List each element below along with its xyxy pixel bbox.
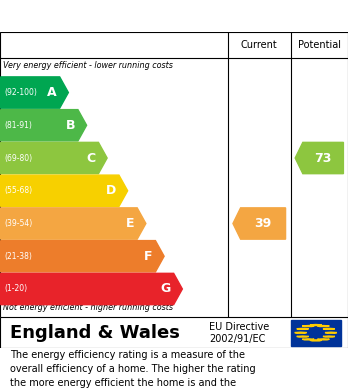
Polygon shape <box>233 208 286 239</box>
Text: (1-20): (1-20) <box>4 285 27 294</box>
Text: EU Directive
2002/91/EC: EU Directive 2002/91/EC <box>209 322 269 344</box>
Polygon shape <box>1 142 107 174</box>
Text: (55-68): (55-68) <box>4 186 32 195</box>
Bar <box>291 320 341 346</box>
Text: The energy efficiency rating is a measure of the
overall efficiency of a home. T: The energy efficiency rating is a measur… <box>10 350 256 391</box>
Text: (81-91): (81-91) <box>4 121 32 130</box>
Polygon shape <box>1 175 128 206</box>
Polygon shape <box>295 142 343 174</box>
Text: F: F <box>144 250 153 263</box>
Text: (92-100): (92-100) <box>4 88 37 97</box>
Text: Current: Current <box>241 40 278 50</box>
Text: Energy Efficiency Rating: Energy Efficiency Rating <box>10 9 220 23</box>
Text: G: G <box>161 282 171 296</box>
Polygon shape <box>1 77 68 108</box>
Text: Potential: Potential <box>298 40 341 50</box>
Text: E: E <box>126 217 134 230</box>
Text: D: D <box>106 184 116 197</box>
Text: C: C <box>87 152 96 165</box>
Text: (69-80): (69-80) <box>4 154 32 163</box>
Text: A: A <box>47 86 57 99</box>
Polygon shape <box>1 208 146 239</box>
Text: Not energy efficient - higher running costs: Not energy efficient - higher running co… <box>3 303 174 312</box>
Text: B: B <box>66 119 75 132</box>
Polygon shape <box>1 109 87 141</box>
Text: Very energy efficient - lower running costs: Very energy efficient - lower running co… <box>3 61 173 70</box>
Polygon shape <box>1 240 164 272</box>
Text: 39: 39 <box>254 217 271 230</box>
Text: (39-54): (39-54) <box>4 219 32 228</box>
Text: 73: 73 <box>314 152 331 165</box>
Text: (21-38): (21-38) <box>4 252 32 261</box>
Polygon shape <box>1 273 182 305</box>
Text: England & Wales: England & Wales <box>10 324 180 342</box>
